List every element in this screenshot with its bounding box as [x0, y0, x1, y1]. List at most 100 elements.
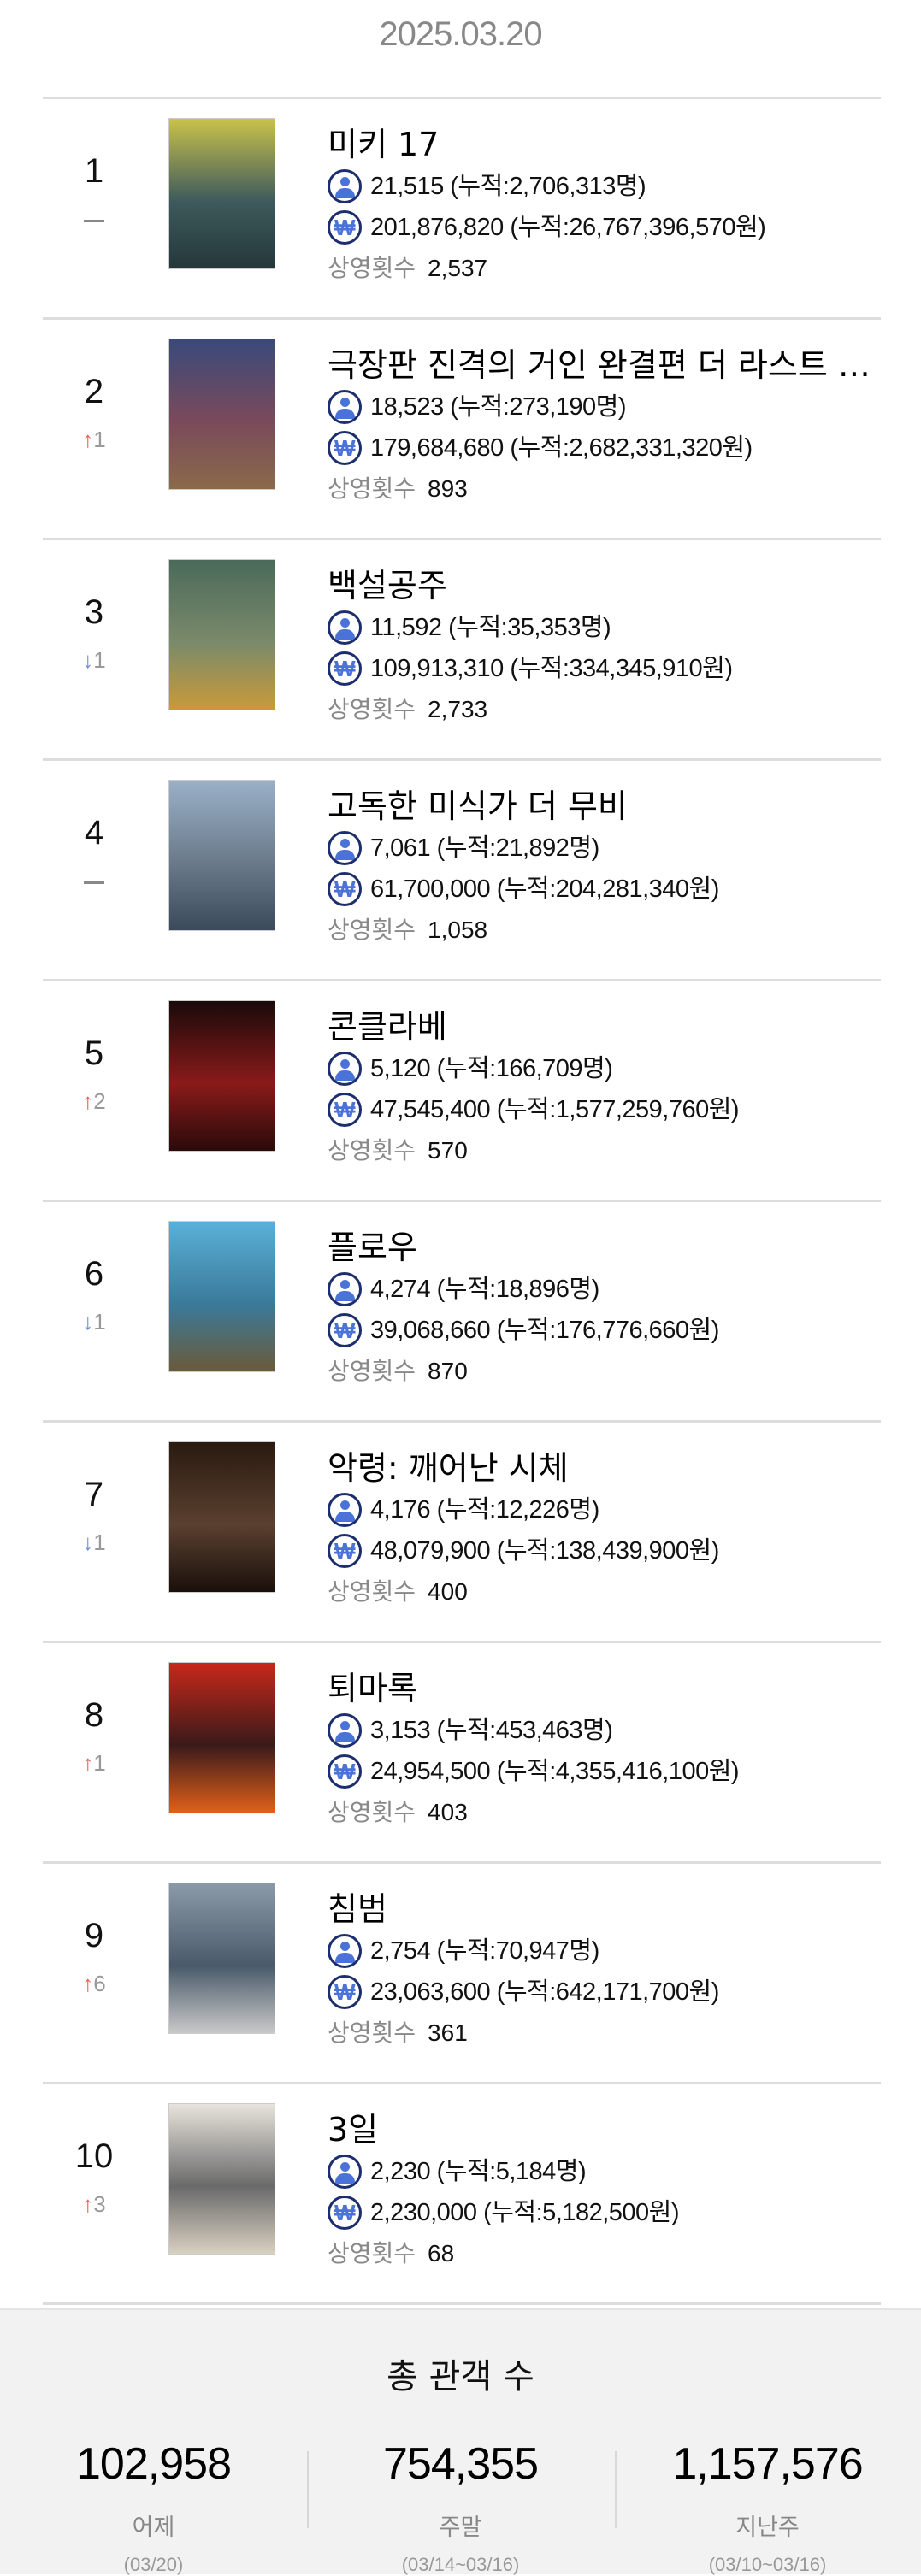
rank-number: 5	[84, 1035, 104, 1072]
movie-poster[interactable]	[168, 1883, 275, 2034]
movie-title[interactable]: 악령: 깨어난 시체	[328, 1449, 569, 1487]
movie-info: 백설공주 11,592 (누적:35,353명) ₩ 109,913,310 (…	[328, 564, 881, 730]
audience-value: 18,523 (누적:273,190명)	[370, 393, 627, 421]
rank-change: ↓1	[60, 647, 128, 674]
sales-stat: ₩ 2,230,000 (누적:5,182,500원)	[328, 2192, 881, 2233]
won-icon: ₩	[328, 872, 362, 906]
person-icon	[328, 1493, 362, 1527]
audience-stat: 4,176 (누적:12,226명)	[328, 1489, 881, 1530]
person-icon	[328, 390, 362, 424]
won-icon: ₩	[328, 1534, 362, 1568]
screenings-label: 상영횟수	[328, 475, 416, 502]
rank-number: 3	[84, 593, 104, 631]
movie-poster[interactable]	[168, 1441, 275, 1593]
movie-info: 악령: 깨어난 시체 4,176 (누적:12,226명) ₩ 48,079,9…	[328, 1447, 881, 1612]
movie-poster[interactable]	[168, 1221, 275, 1372]
rank-change-value: 1	[93, 647, 106, 673]
movie-poster[interactable]	[168, 780, 275, 931]
stat-value: 754,355	[383, 2439, 539, 2489]
screenings-value: 2,733	[428, 696, 488, 722]
movie-title[interactable]: 3일	[328, 2111, 379, 2149]
stat-weekend: 754,355 주말 (03/14~03/16)	[307, 2438, 614, 2576]
won-icon: ₩	[328, 1975, 362, 2009]
arrow-up-icon: ↑	[82, 1971, 94, 1996]
movie-title[interactable]: 백설공주	[328, 567, 447, 604]
movie-row[interactable]: 8 ↑1 퇴마록 3,153 (누적:453,463명) ₩ 24,954,50…	[43, 1643, 881, 1864]
screenings-value: 361	[428, 2019, 468, 2046]
audience-stat: 11,592 (누적:35,353명)	[328, 607, 881, 648]
screenings-value: 870	[428, 1358, 468, 1384]
movie-row[interactable]: 10 ↑3 3일 2,230 (누적:5,184명) ₩ 2,230,000 (…	[43, 2084, 881, 2305]
person-icon	[328, 1934, 362, 1968]
no-change-icon	[84, 219, 104, 222]
movie-row[interactable]: 1 미키 17 21,515 (누적:2,706,313명) ₩ 201,876…	[43, 99, 881, 320]
movie-title[interactable]: 미키 17	[328, 126, 440, 163]
screenings-label: 상영횟수	[328, 255, 416, 281]
audience-stat: 18,523 (누적:273,190명)	[328, 386, 881, 427]
won-icon: ₩	[328, 431, 362, 465]
no-change-icon	[84, 881, 104, 884]
rank-number: 6	[84, 1255, 104, 1293]
won-icon: ₩	[328, 2196, 362, 2230]
movie-poster[interactable]	[168, 339, 275, 490]
screenings-value: 893	[428, 475, 468, 502]
sales-value: 47,545,400 (누적:1,577,259,760원)	[370, 1096, 740, 1123]
movie-title[interactable]: 고독한 미식가 더 무비	[328, 787, 628, 825]
total-audience-panel: 총 관객 수 102,958 어제 (03/20) 754,355 주말 (03…	[0, 2308, 921, 2576]
arrow-up-icon: ↑	[82, 2191, 94, 2217]
screenings-stat: 상영횟수 570	[328, 1130, 881, 1171]
movie-poster[interactable]	[168, 559, 275, 710]
sales-stat: ₩ 179,684,680 (누적:2,682,331,320원)	[328, 427, 881, 469]
rank-change-value: 3	[93, 2191, 106, 2217]
sales-value: 24,954,500 (누적:4,355,416,100원)	[370, 1758, 740, 1785]
rank-change-value: 1	[93, 427, 106, 452]
movie-title[interactable]: 플로우	[328, 1229, 417, 1266]
movie-row[interactable]: 4 고독한 미식가 더 무비 7,061 (누적:21,892명) ₩ 61,7…	[43, 761, 881, 981]
sales-value: 23,063,600 (누적:642,171,700원)	[370, 1978, 719, 2006]
screenings-label: 상영횟수	[328, 1358, 416, 1384]
sales-stat: ₩ 24,954,500 (누적:4,355,416,100원)	[328, 1751, 881, 1792]
rank-change-value: 1	[93, 1530, 106, 1555]
won-icon: ₩	[328, 651, 362, 686]
rank-change: ↑2	[60, 1088, 128, 1115]
movie-info: 미키 17 21,515 (누적:2,706,313명) ₩ 201,876,8…	[328, 123, 881, 289]
won-icon: ₩	[328, 1093, 362, 1127]
audience-stat: 5,120 (누적:166,709명)	[328, 1048, 881, 1089]
rank-change: ↑1	[60, 1750, 128, 1777]
screenings-stat: 상영횟수 893	[328, 469, 881, 510]
movie-poster[interactable]	[168, 1000, 275, 1152]
person-icon	[328, 1052, 362, 1086]
date-header: 2025.03.20	[379, 15, 542, 53]
sales-stat: ₩ 109,913,310 (누적:334,345,910원)	[328, 648, 881, 689]
screenings-value: 400	[428, 1578, 468, 1605]
movie-row[interactable]: 9 ↑6 침범 2,754 (누적:70,947명) ₩ 23,063,600 …	[43, 1864, 881, 2084]
arrow-down-icon: ↓	[82, 1309, 94, 1335]
audience-stat: 7,061 (누적:21,892명)	[328, 828, 881, 869]
movie-poster[interactable]	[168, 1662, 275, 1813]
movie-row[interactable]: 3 ↓1 백설공주 11,592 (누적:35,353명) ₩ 109,913,…	[43, 540, 881, 761]
movie-poster[interactable]	[168, 2103, 275, 2255]
person-icon	[328, 831, 362, 865]
audience-value: 2,754 (누적:70,947명)	[370, 1937, 599, 1965]
rank-number: 9	[84, 1917, 104, 1954]
movie-poster[interactable]	[168, 118, 275, 269]
stat-range: (03/10~03/16)	[708, 2554, 827, 2575]
rank-change: ↓1	[60, 1309, 128, 1335]
person-icon	[328, 1272, 362, 1306]
movie-row[interactable]: 7 ↓1 악령: 깨어난 시체 4,176 (누적:12,226명) ₩ 48,…	[43, 1423, 881, 1643]
movie-row[interactable]: 2 ↑1 극장판 진격의 거인 완결편 더 라스트 어택 18,523 (누적:…	[43, 320, 881, 540]
audience-value: 4,274 (누적:18,896명)	[370, 1276, 599, 1303]
screenings-stat: 상영횟수 870	[328, 1351, 881, 1392]
box-office-list: 1 미키 17 21,515 (누적:2,706,313명) ₩ 201,876…	[43, 97, 881, 2305]
audience-stat: 21,515 (누적:2,706,313명)	[328, 166, 881, 207]
movie-title[interactable]: 퇴마록	[328, 1670, 417, 1707]
rank-number: 7	[84, 1476, 104, 1513]
movie-title[interactable]: 침범	[328, 1890, 387, 1928]
stat-label: 주말	[439, 2514, 482, 2540]
movie-row[interactable]: 5 ↑2 콘클라베 5,120 (누적:166,709명) ₩ 47,545,4…	[43, 981, 881, 1202]
stat-last-week: 1,157,576 지난주 (03/10~03/16)	[614, 2438, 921, 2576]
movie-row[interactable]: 6 ↓1 플로우 4,274 (누적:18,896명) ₩ 39,068,660…	[43, 1202, 881, 1423]
movie-title[interactable]: 콘클라베	[328, 1008, 447, 1046]
sales-value: 39,068,660 (누적:176,776,660원)	[370, 1317, 719, 1344]
movie-title[interactable]: 극장판 진격의 거인 완결편 더 라스트 어택	[328, 346, 881, 384]
